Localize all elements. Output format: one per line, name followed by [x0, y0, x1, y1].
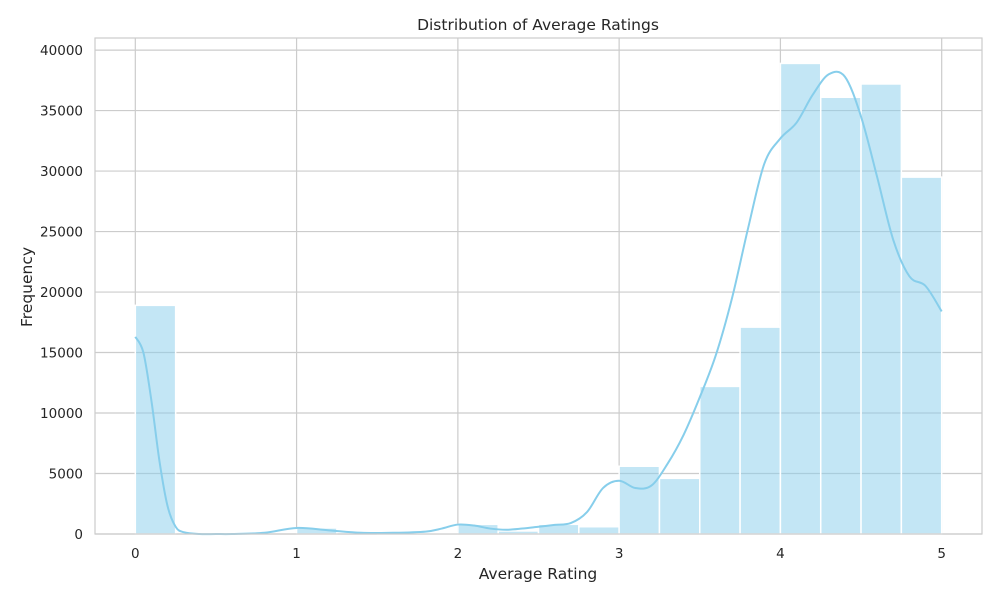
x-tick-label: 0	[131, 546, 140, 562]
y-axis-label: Frequency	[18, 247, 36, 327]
x-tick-label: 1	[292, 546, 301, 562]
y-tick-label: 25000	[40, 225, 83, 241]
chart-title: Distribution of Average Ratings	[417, 16, 659, 34]
histogram-bars	[134, 62, 943, 535]
histogram-bar	[658, 477, 701, 535]
x-tick-label: 3	[615, 546, 624, 562]
histogram-bar	[134, 304, 177, 535]
histogram-bar	[578, 525, 620, 535]
y-tick-labels: 0 5000 10000 15000 20000 25000 30000 35000 40000	[40, 43, 83, 543]
y-tick-label: 20000	[40, 285, 83, 301]
y-tick-label: 40000	[40, 43, 83, 59]
histogram-bar	[618, 465, 661, 535]
y-tick-label: 10000	[40, 406, 83, 422]
y-tick-label: 30000	[40, 164, 83, 180]
histogram-bar	[900, 176, 943, 535]
y-tick-label: 0	[74, 527, 83, 543]
x-tick-label: 2	[454, 546, 463, 562]
x-tick-labels: 0 1 2 3 4 5	[131, 546, 946, 562]
histogram-bar	[779, 62, 822, 535]
y-tick-label: 5000	[49, 467, 83, 483]
plot-frame	[94, 37, 983, 535]
x-tick-label: 4	[776, 546, 785, 562]
x-tick-label: 5	[937, 546, 946, 562]
histogram-bar	[699, 385, 741, 535]
y-tick-label: 15000	[40, 346, 83, 362]
x-axis-label: Average Rating	[479, 565, 598, 583]
y-tick-label: 35000	[40, 104, 83, 120]
histogram-bar	[860, 83, 903, 535]
histogram-bar	[739, 326, 782, 535]
histogram-bar	[819, 96, 862, 535]
